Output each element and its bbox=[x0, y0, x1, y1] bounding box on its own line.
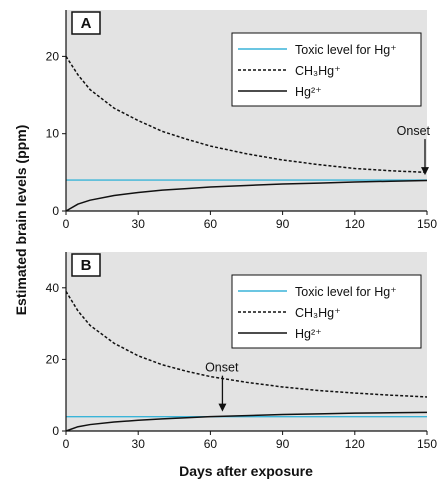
legend-label-hg2: Hg²⁺ bbox=[295, 327, 322, 341]
x-tick-label: 0 bbox=[63, 437, 70, 451]
y-tick-label: 10 bbox=[46, 127, 60, 141]
x-tick-label: 90 bbox=[276, 217, 290, 231]
panel-label: B bbox=[71, 253, 101, 277]
legend-label-hg2: Hg²⁺ bbox=[295, 85, 322, 99]
x-tick-label: 30 bbox=[132, 437, 146, 451]
x-tick-label: 60 bbox=[204, 437, 218, 451]
legend: Toxic level for Hg⁺ CH₃Hg⁺ Hg²⁺ bbox=[231, 32, 422, 107]
x-tick-label: 90 bbox=[276, 437, 290, 451]
panel-a: 0 10 20 0 30 60 90 120 150 A Toxic level for Hg⁺ CH… bbox=[46, 10, 437, 231]
y-tick-label: 20 bbox=[46, 49, 60, 63]
x-tick-label: 150 bbox=[417, 217, 437, 231]
legend-label-toxic: Toxic level for Hg⁺ bbox=[295, 43, 397, 57]
legend-label-ch3hg: CH₃Hg⁺ bbox=[295, 64, 341, 78]
onset-arrow-head bbox=[218, 403, 227, 412]
x-tick-label: 120 bbox=[345, 437, 365, 451]
panel-label: A bbox=[71, 11, 101, 35]
series-hg2-line bbox=[65, 179, 428, 212]
onset-annotation: Onset bbox=[397, 124, 431, 176]
x-tick-label: 0 bbox=[63, 217, 70, 231]
x-tick-label: 120 bbox=[345, 217, 365, 231]
onset-annotation: Onset bbox=[205, 361, 239, 412]
y-tick-label: 20 bbox=[46, 352, 60, 366]
legend: Toxic level for Hg⁺ CH₃Hg⁺ Hg²⁺ bbox=[231, 274, 422, 349]
y-tick-label: 40 bbox=[46, 281, 60, 295]
panel-letter: A bbox=[81, 15, 92, 32]
onset-label: Onset bbox=[397, 124, 431, 138]
x-axis-title: Days after exposure bbox=[179, 463, 313, 479]
x-tick-label: 60 bbox=[204, 217, 218, 231]
x-tick-label: 30 bbox=[132, 217, 146, 231]
panel-letter: B bbox=[81, 257, 92, 274]
y-axis-title: Estimated brain levels (ppm) bbox=[13, 125, 29, 316]
legend-label-ch3hg: CH₃Hg⁺ bbox=[295, 306, 341, 320]
panel-b: 0 20 40 0 30 60 90 120 150 B Toxic level for Hg⁺ CH… bbox=[46, 252, 437, 451]
y-tick-label: 0 bbox=[52, 424, 59, 438]
series-hg2-line bbox=[65, 411, 428, 432]
legend-label-toxic: Toxic level for Hg⁺ bbox=[295, 285, 397, 299]
onset-arrow-head bbox=[421, 167, 429, 176]
x-tick-label: 150 bbox=[417, 437, 437, 451]
series-ch3hg-line bbox=[65, 290, 428, 398]
y-tick-label: 0 bbox=[52, 204, 59, 218]
onset-label: Onset bbox=[205, 361, 239, 375]
series-ch3hg-line bbox=[65, 55, 428, 174]
